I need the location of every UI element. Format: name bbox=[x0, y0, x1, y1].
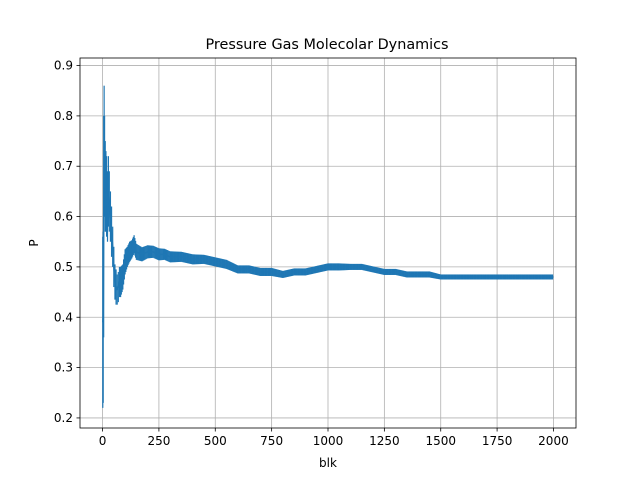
x-tick-label: 2000 bbox=[538, 434, 569, 448]
x-tick-label: 500 bbox=[204, 434, 227, 448]
y-tick-label: 0.9 bbox=[54, 59, 73, 73]
grid bbox=[80, 58, 576, 428]
x-tick-label: 1500 bbox=[425, 434, 456, 448]
x-axis: 0 250 500 750 1000 1250 1500 1750 2000 bbox=[99, 428, 569, 448]
y-tick-label: 0.6 bbox=[54, 210, 73, 224]
y-tick-label: 0.4 bbox=[54, 310, 73, 324]
x-tick-label: 250 bbox=[147, 434, 170, 448]
y-tick-label: 0.7 bbox=[54, 159, 73, 173]
series-line bbox=[102, 146, 554, 323]
chart-title: Pressure Gas Molecolar Dynamics bbox=[205, 37, 448, 53]
y-axis-label: P bbox=[27, 239, 41, 246]
y-tick-label: 0.2 bbox=[54, 411, 73, 425]
x-tick-label: 1250 bbox=[369, 434, 400, 448]
y-tick-label: 0.8 bbox=[54, 109, 73, 123]
series-layer bbox=[102, 85, 554, 408]
y-axis: 0.2 0.3 0.4 0.5 0.6 0.7 0.8 0.9 bbox=[54, 59, 80, 425]
x-tick-label: 750 bbox=[260, 434, 283, 448]
x-tick-label: 1000 bbox=[313, 434, 344, 448]
y-tick-label: 0.3 bbox=[54, 361, 73, 375]
y-tick-label: 0.5 bbox=[54, 260, 73, 274]
x-tick-label: 0 bbox=[99, 434, 107, 448]
x-axis-label: blk bbox=[319, 456, 337, 470]
x-tick-label: 1750 bbox=[482, 434, 513, 448]
